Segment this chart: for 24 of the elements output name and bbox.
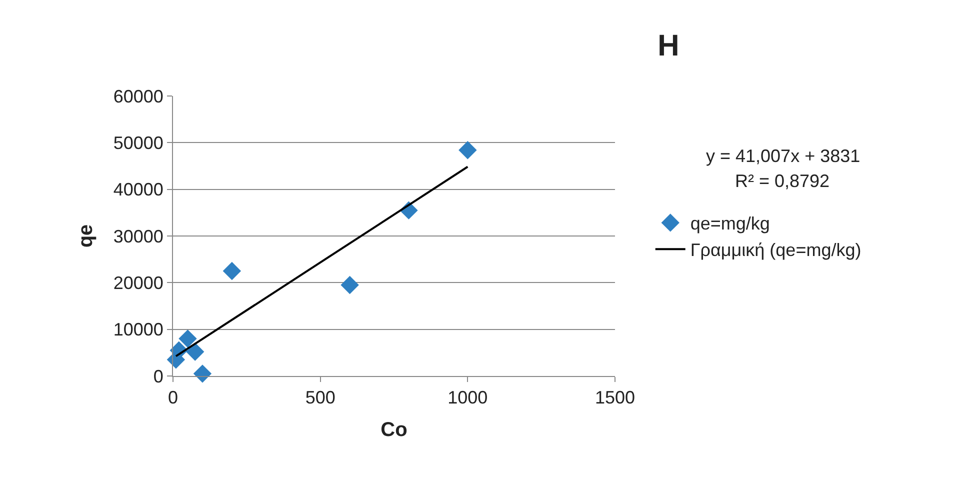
y-tick-label: 10000 xyxy=(113,320,164,340)
y-axis-title: qe xyxy=(74,224,97,248)
point xyxy=(458,141,477,160)
point xyxy=(222,262,242,280)
y-tick-label: 30000 xyxy=(113,226,164,246)
y-tick-label: 50000 xyxy=(113,132,164,153)
y-tick-label: 40000 xyxy=(113,180,164,200)
text: y = 41,007x + 3831 xyxy=(706,146,860,166)
chart-title: H xyxy=(658,30,680,63)
legend-label: Γραμμική (qe=mg/kg) xyxy=(690,240,862,260)
y-tick-label: 0 xyxy=(153,366,164,386)
point xyxy=(186,342,204,361)
x-axis-title: Co xyxy=(380,419,408,442)
point xyxy=(193,364,212,383)
x-tick-label: 500 xyxy=(305,388,336,408)
legend-label: qe=mg/kg xyxy=(690,214,770,234)
x-tick-label: 0 xyxy=(168,388,178,408)
point xyxy=(178,330,197,348)
x-tick-label: 1000 xyxy=(448,388,488,408)
y-tick-label: 20000 xyxy=(113,272,164,293)
x-tick-label: 1500 xyxy=(594,388,636,408)
point xyxy=(340,276,359,294)
y-tick-label: 60000 xyxy=(113,86,164,106)
text: R² = 0,8792 xyxy=(735,171,830,191)
